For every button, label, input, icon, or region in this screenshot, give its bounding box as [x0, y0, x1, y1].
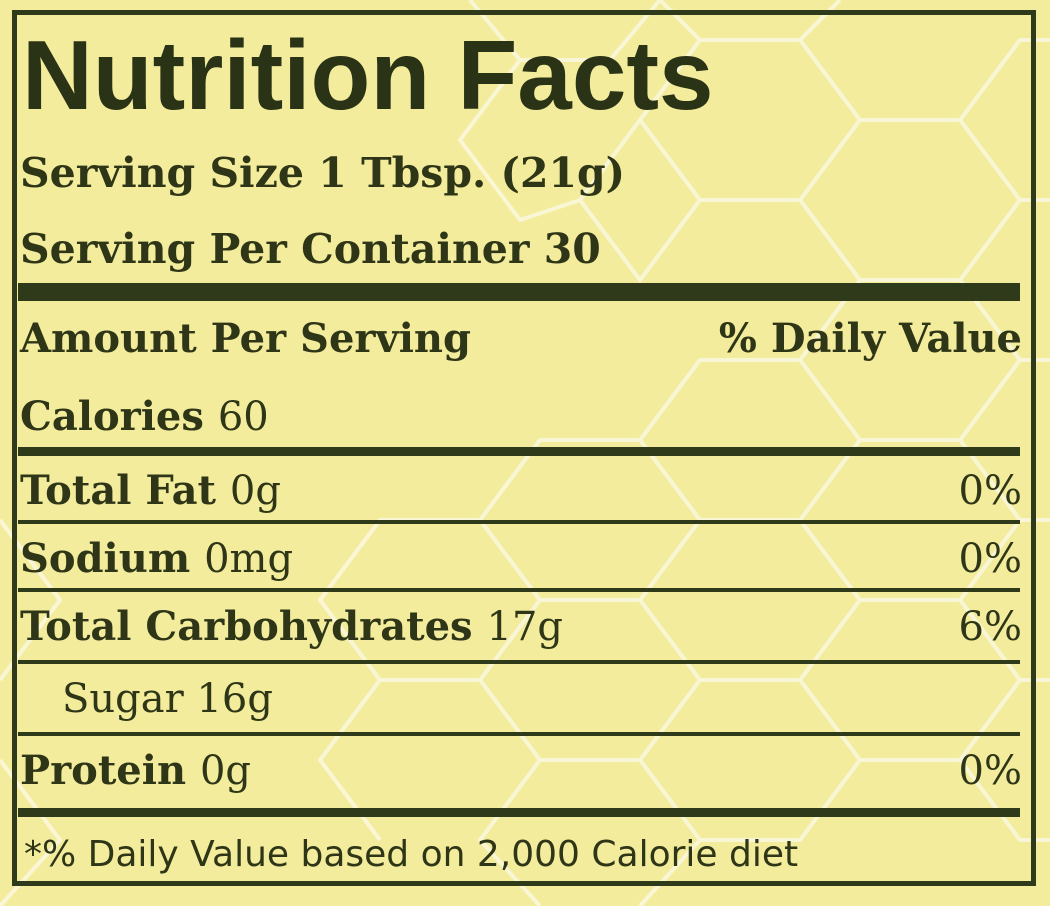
nutrient-row-total-carbohydrates: Total Carbohydrates 17g [20, 603, 564, 651]
nutrient-amount: 0mg [204, 536, 294, 582]
nutrient-row-protein: Protein 0g [20, 747, 252, 795]
thick-divider [18, 283, 1020, 301]
nutrient-amount: 0g [229, 468, 281, 514]
row-divider [18, 732, 1020, 736]
calories-row: Calories 60 [20, 393, 269, 441]
nutrient-dv-total-carbohydrates: 6% [958, 604, 1022, 650]
nutrient-row-sugar: Sugar 16g [62, 676, 273, 722]
nutrient-label: Sugar [62, 676, 184, 722]
daily-value-footnote: *% Daily Value based on 2,000 Calorie di… [24, 834, 799, 875]
nutrient-amount: 17g [486, 604, 564, 650]
nutrient-dv-sodium: 0% [958, 536, 1022, 582]
calories-value: 60 [217, 394, 269, 440]
calories-label: Calories [20, 393, 204, 440]
nutrient-label: Sodium [20, 535, 191, 582]
nutrient-label: Total Carbohydrates [20, 603, 473, 650]
nutrition-facts-panel [12, 10, 1036, 886]
amount-per-serving-heading: Amount Per Serving [20, 315, 471, 362]
row-divider [18, 520, 1020, 524]
nutrient-dv-protein: 0% [958, 748, 1022, 794]
nutrient-amount: 0g [199, 748, 252, 794]
row-divider [18, 660, 1020, 664]
servings-per-container: Serving Per Container 30 [20, 225, 601, 273]
nutrient-row-total-fat: Total Fat 0g [20, 467, 281, 515]
row-divider [18, 588, 1020, 592]
footnote-divider [18, 808, 1020, 817]
serving-size: Serving Size 1 Tbsp. (21g) [20, 149, 626, 197]
nutrient-label: Total Fat [20, 467, 216, 514]
daily-value-heading: % Daily Value [718, 315, 1022, 362]
panel-title: Nutrition Facts [22, 20, 714, 130]
nutrient-row-sodium: Sodium 0mg [20, 535, 294, 583]
nutrient-dv-total-fat: 0% [958, 468, 1022, 514]
nutrient-amount: 16g [196, 676, 273, 722]
calories-divider [18, 447, 1020, 456]
nutrient-label: Protein [20, 747, 187, 794]
